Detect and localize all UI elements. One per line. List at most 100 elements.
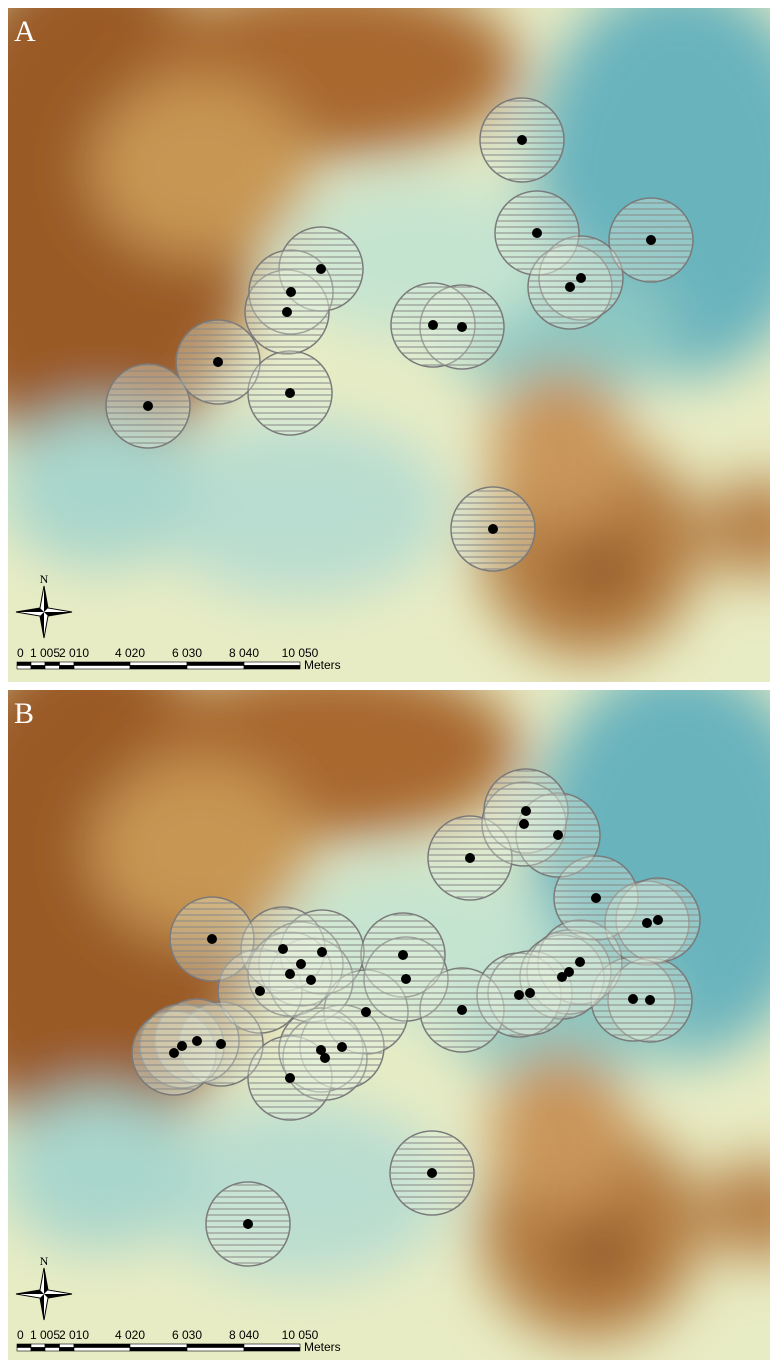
scale-segment xyxy=(130,662,187,666)
scale-segment xyxy=(244,1344,300,1348)
scale-label: 4 020 xyxy=(115,1328,145,1342)
site-point xyxy=(282,307,292,317)
scale-segment xyxy=(130,666,187,670)
scale-segment xyxy=(74,1344,130,1348)
north-label: N xyxy=(40,1254,49,1268)
scale-segment xyxy=(244,1348,300,1352)
scale-unit: Meters xyxy=(304,1340,341,1354)
site-point xyxy=(457,322,467,332)
site-point xyxy=(306,975,316,985)
scale-segment xyxy=(17,1348,31,1352)
scale-label: 1 005 xyxy=(30,646,60,660)
site-point xyxy=(169,1048,179,1058)
scale-segment xyxy=(17,662,31,666)
scale-segment xyxy=(244,666,300,670)
scale-segment xyxy=(130,1344,187,1348)
terrain-patch xyxy=(490,1050,630,1210)
panel-label: A xyxy=(14,15,36,48)
scale-segment xyxy=(130,1348,187,1352)
scale-label: 8 040 xyxy=(229,646,259,660)
scale-segment xyxy=(31,666,45,670)
scale-segment xyxy=(187,1344,244,1348)
site-point xyxy=(642,918,652,928)
figure: AN01 0052 0104 0206 0308 04010 050Meters… xyxy=(0,0,776,1362)
site-point xyxy=(337,1042,347,1052)
site-point xyxy=(177,1041,187,1051)
site-point xyxy=(213,357,223,367)
scale-segment xyxy=(60,1344,75,1348)
site-point xyxy=(457,1005,467,1015)
site-point xyxy=(255,986,265,996)
site-point xyxy=(278,944,288,954)
scale-segment xyxy=(31,662,45,666)
site-point xyxy=(216,1039,226,1049)
scale-segment xyxy=(60,666,75,670)
scale-segment xyxy=(45,1348,60,1352)
site-point xyxy=(517,135,527,145)
site-point xyxy=(401,974,411,984)
terrain xyxy=(0,0,776,658)
terrain-patch xyxy=(90,78,310,258)
site-point xyxy=(320,1053,330,1063)
site-point xyxy=(286,287,296,297)
scale-label: 4 020 xyxy=(115,646,145,660)
scale-label: 0 xyxy=(17,646,24,660)
scale-segment xyxy=(45,1344,60,1348)
scale-segment xyxy=(187,666,244,670)
scale-label: 6 030 xyxy=(172,646,202,660)
site-point xyxy=(143,401,153,411)
terrain-patch xyxy=(0,1090,200,1250)
scale-label: 2 010 xyxy=(59,1328,89,1342)
site-point xyxy=(465,853,475,863)
site-point xyxy=(521,806,531,816)
scale-segment xyxy=(187,662,244,666)
site-point xyxy=(557,972,567,982)
terrain-patch xyxy=(565,1220,635,1280)
scale-unit: Meters xyxy=(304,658,341,672)
scale-segment xyxy=(45,662,60,666)
scale-segment xyxy=(17,666,31,670)
site-point xyxy=(398,950,408,960)
site-point xyxy=(296,959,306,969)
terrain-patch xyxy=(565,538,635,598)
site-point xyxy=(285,1073,295,1083)
scale-label: 8 040 xyxy=(229,1328,259,1342)
site-point xyxy=(532,228,542,238)
site-point xyxy=(628,994,638,1004)
site-point xyxy=(317,947,327,957)
scale-segment xyxy=(244,662,300,666)
panel-label: B xyxy=(14,697,34,730)
scale-segment xyxy=(45,666,60,670)
scale-segment xyxy=(187,1348,244,1352)
site-point xyxy=(285,388,295,398)
scale-segment xyxy=(74,1348,130,1352)
scale-label: 0 xyxy=(17,1328,24,1342)
site-point xyxy=(553,830,563,840)
site-point xyxy=(575,957,585,967)
site-point xyxy=(591,893,601,903)
site-point xyxy=(565,282,575,292)
site-point xyxy=(361,1007,371,1017)
site-point xyxy=(285,969,295,979)
scale-segment xyxy=(60,662,75,666)
site-point xyxy=(653,915,663,925)
site-point xyxy=(519,819,529,829)
scale-label: 2 010 xyxy=(59,646,89,660)
site-point xyxy=(525,988,535,998)
north-label: N xyxy=(40,572,49,586)
site-point xyxy=(316,264,326,274)
site-point xyxy=(645,995,655,1005)
scale-segment xyxy=(74,662,130,666)
site-point xyxy=(576,273,586,283)
scale-segment xyxy=(17,1344,31,1348)
site-point xyxy=(207,934,217,944)
site-point xyxy=(514,990,524,1000)
scale-segment xyxy=(74,666,130,670)
site-point xyxy=(427,1168,437,1178)
site-point xyxy=(646,235,656,245)
scale-segment xyxy=(31,1344,45,1348)
